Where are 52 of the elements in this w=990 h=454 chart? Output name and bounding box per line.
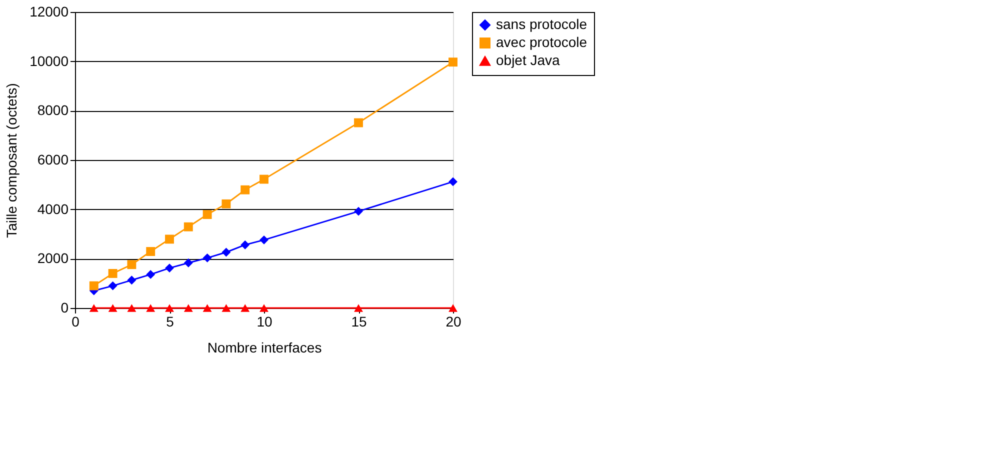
x-tick-label: 20 xyxy=(446,314,462,330)
y-tick-label: 6000 xyxy=(37,152,69,168)
point xyxy=(202,253,212,262)
point xyxy=(222,248,231,257)
point xyxy=(222,199,231,208)
point xyxy=(184,222,193,232)
x-tick-label: 15 xyxy=(351,314,367,330)
point xyxy=(127,276,136,285)
legend-label: sans protocole xyxy=(496,16,588,32)
point xyxy=(260,304,268,312)
x-tick-label: 0 xyxy=(72,314,80,330)
point xyxy=(108,304,118,312)
point xyxy=(240,185,250,194)
point xyxy=(260,235,268,244)
point xyxy=(260,174,268,184)
y-tick-label: 12000 xyxy=(30,4,69,20)
legend-label: objet Java xyxy=(496,52,560,68)
point xyxy=(202,210,212,219)
point xyxy=(146,247,156,256)
point xyxy=(184,258,193,268)
point xyxy=(354,118,363,128)
point xyxy=(240,240,250,250)
point xyxy=(222,304,231,312)
x-tick-label: 5 xyxy=(166,314,174,330)
y-axis-title: Taille composant (octets) xyxy=(4,83,20,238)
x-tick-label: 10 xyxy=(256,314,272,330)
point xyxy=(202,304,212,312)
point xyxy=(240,304,250,312)
x-axis-title: Nombre interfaces xyxy=(207,340,322,356)
point xyxy=(127,260,136,270)
y-tick-label: 10000 xyxy=(30,52,69,69)
point xyxy=(146,304,156,312)
point xyxy=(448,177,458,186)
point xyxy=(165,304,174,312)
y-tick-label: 4000 xyxy=(37,200,69,217)
point xyxy=(448,304,458,312)
point xyxy=(108,281,118,290)
point xyxy=(89,304,98,312)
point xyxy=(354,206,363,216)
point xyxy=(184,304,193,312)
point xyxy=(448,58,458,67)
point xyxy=(354,304,363,312)
point xyxy=(165,264,174,273)
point xyxy=(165,234,174,244)
y-tick-label: 2000 xyxy=(37,250,69,266)
legend-label: avec protocole xyxy=(496,34,588,50)
point xyxy=(127,304,136,312)
point xyxy=(89,281,98,290)
y-tick-label: 0 xyxy=(60,300,69,316)
point xyxy=(146,270,156,279)
y-tick-label: 8000 xyxy=(37,102,69,118)
point xyxy=(108,268,118,278)
